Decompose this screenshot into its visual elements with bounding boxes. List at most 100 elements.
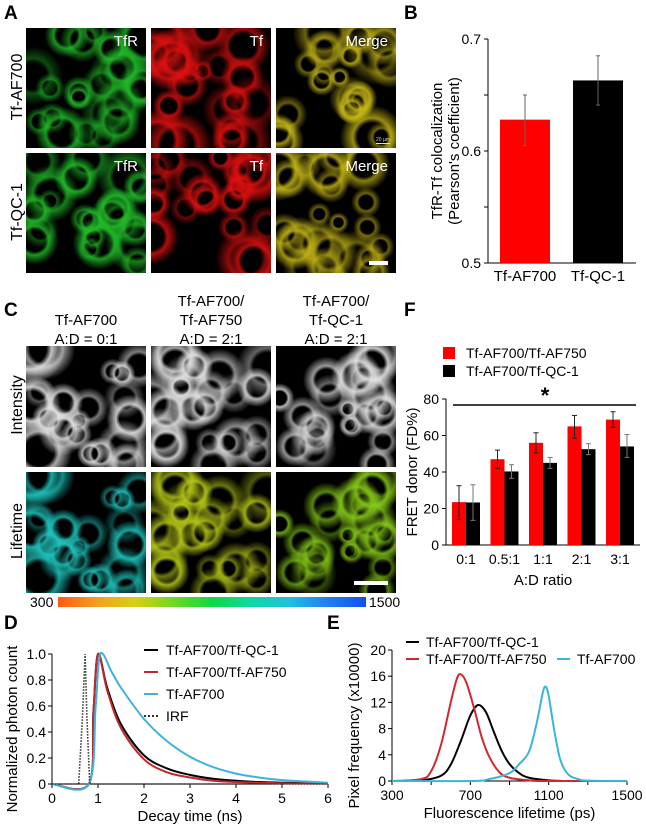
series-line bbox=[51, 652, 329, 791]
y-tick-label: 0 bbox=[431, 537, 439, 553]
bar bbox=[490, 459, 505, 545]
bar bbox=[504, 471, 519, 545]
x-tick-label: 3:1 bbox=[610, 551, 630, 567]
y-tick-label: 0.5 bbox=[462, 255, 482, 271]
x-tick-label: 2 bbox=[140, 790, 148, 806]
channel-label: TfR bbox=[113, 33, 138, 50]
colocalization-bar-chart: 0.5 0.6 0.7 Tf-AF700 Tf-QC-1 TfR-Tf colocaliz… bbox=[429, 31, 636, 285]
legend-label: Tf-AF700 bbox=[166, 686, 225, 702]
series-line bbox=[52, 653, 328, 785]
x-axis-label: Fluorescence lifetime (ps) bbox=[424, 805, 596, 822]
colorbar-max-label: 1500 bbox=[369, 594, 401, 610]
y-tick-label: 4 bbox=[378, 747, 386, 763]
row-label-tf-qc1: Tf-QC-1 bbox=[9, 183, 26, 241]
row-label-tf-af700: Tf-AF700 bbox=[9, 53, 26, 121]
x-axis-label: Decay time (ns) bbox=[137, 808, 242, 824]
micrograph-tf-qc-1-merge: Merge bbox=[276, 153, 396, 273]
x-tick-label: 0.5:1 bbox=[489, 551, 520, 567]
x-tick-label: 3 bbox=[186, 790, 194, 806]
y-tick-label: 0 bbox=[38, 776, 46, 792]
y-tick-label: 20 bbox=[370, 642, 386, 658]
decay-curve-chart: 0 0.2 0.4 0.6 0.8 1.0 0 1 2 3 4 5 6 Tf-AF700/Tf-QC-1 T… bbox=[4, 642, 332, 824]
micrograph-tf-af700-tf: Tf bbox=[151, 28, 271, 148]
column-header-3: Tf-AF700/Tf-QC-1 A:D = 2:1 bbox=[302, 293, 370, 348]
channel-label: Merge bbox=[345, 158, 388, 175]
scale-bar bbox=[354, 581, 388, 585]
channel-label: Tf bbox=[249, 33, 263, 50]
intensity-image-2 bbox=[151, 346, 271, 467]
y-tick-label: 40 bbox=[423, 464, 439, 480]
y-tick-label: 12 bbox=[370, 694, 386, 710]
x-tick-label: 6 bbox=[324, 790, 332, 806]
legend-swatch bbox=[443, 365, 455, 377]
x-tick-label: 700 bbox=[459, 787, 483, 803]
x-tick-label: 1:1 bbox=[533, 551, 553, 567]
micrograph-tf-qc-1-tf: Tf bbox=[151, 153, 271, 273]
legend-label: Tf-AF700 bbox=[577, 651, 636, 667]
y-tick-label: 60 bbox=[423, 428, 439, 444]
y-tick-label: 0.6 bbox=[462, 143, 482, 159]
series-line bbox=[391, 685, 628, 783]
bar bbox=[620, 446, 634, 545]
series-line bbox=[391, 703, 628, 783]
significance-asterisk: * bbox=[541, 383, 550, 408]
y-tick-label: 80 bbox=[423, 391, 439, 407]
bar bbox=[573, 80, 623, 263]
x-axis-label: A:D ratio bbox=[514, 572, 572, 589]
colorbar-min-label: 300 bbox=[30, 594, 54, 610]
legend-label: Tf-AF700/Tf-AF750 bbox=[426, 651, 547, 667]
fret-donor-bar-chart: Tf-AF700/Tf-AF750 Tf-AF700/Tf-QC-1 0 20 40 60… bbox=[404, 345, 640, 589]
x-tick-label: Tf-QC-1 bbox=[571, 268, 625, 285]
y-tick-label: 1.0 bbox=[27, 646, 47, 662]
x-tick-label: 0:1 bbox=[456, 551, 476, 567]
y-tick-label: 8 bbox=[378, 721, 386, 737]
panel-b-letter: B bbox=[404, 3, 418, 24]
micrograph-tf-af700-merge: Merge 20 µm bbox=[276, 28, 396, 148]
y-axis-label: Normalized photon count bbox=[4, 645, 21, 813]
legend-label: IRF bbox=[166, 708, 189, 724]
svg-text:Pixel frequency (x10000): Pixel frequency (x10000) bbox=[346, 643, 363, 809]
panel-e-letter: E bbox=[327, 613, 340, 634]
row-label-lifetime: Lifetime bbox=[9, 502, 26, 560]
series-line bbox=[51, 651, 329, 791]
lifetime-colorbar bbox=[58, 597, 366, 607]
x-tick-label: 1100 bbox=[534, 787, 564, 803]
y-tick-label: 16 bbox=[370, 668, 386, 684]
legend-swatch bbox=[443, 347, 455, 359]
x-tick-label: 1 bbox=[94, 790, 102, 806]
bar bbox=[543, 462, 557, 545]
micrograph-tf-qc-1-tfr: TfR bbox=[26, 153, 146, 273]
y-axis-label: TfR-Tf colocalization (Pearson's coeffici… bbox=[429, 77, 463, 225]
x-tick-label: 5 bbox=[278, 790, 286, 806]
x-tick-label: 2:1 bbox=[572, 551, 592, 567]
svg-text:FRET donor (FD%): FRET donor (FD%) bbox=[404, 408, 421, 537]
panel-c-letter: C bbox=[4, 300, 18, 321]
lifetime-image-3 bbox=[276, 472, 396, 593]
channel-label: Merge bbox=[345, 33, 388, 50]
y-tick-label: 0.2 bbox=[27, 750, 47, 766]
channel-label: TfR bbox=[113, 158, 138, 175]
intensity-image-3 bbox=[276, 346, 396, 467]
svg-text:TfR-Tf colocalization: TfR-Tf colocalization bbox=[429, 83, 446, 220]
y-tick-label: 0.6 bbox=[27, 698, 47, 714]
y-tick-label: 0.7 bbox=[462, 31, 482, 47]
panel-d-letter: D bbox=[4, 613, 18, 634]
channel-label: Tf bbox=[249, 158, 263, 175]
legend-label: Tf-AF700/Tf-QC-1 bbox=[466, 363, 579, 379]
series-line bbox=[391, 673, 628, 783]
legend-label: Tf-AF700/Tf-QC-1 bbox=[166, 642, 279, 658]
y-tick-label: 0.8 bbox=[27, 672, 47, 688]
x-tick-label: 4 bbox=[232, 790, 240, 806]
bar bbox=[581, 449, 596, 545]
panel-a-letter: A bbox=[4, 3, 18, 24]
x-tick-label: Tf-AF700 bbox=[494, 268, 557, 285]
legend-label: Tf-AF700/Tf-AF750 bbox=[466, 345, 587, 361]
svg-text:(Pearson's coefficient): (Pearson's coefficient) bbox=[446, 77, 463, 225]
column-header-1: Tf-AF700 A:D = 0:1 bbox=[54, 312, 118, 348]
svg-text:Normalized photon count: Normalized photon count bbox=[4, 645, 21, 813]
bar bbox=[452, 502, 466, 545]
lifetime-image-2 bbox=[151, 472, 271, 593]
bar bbox=[606, 419, 620, 545]
x-tick-label: 1500 bbox=[611, 787, 642, 803]
